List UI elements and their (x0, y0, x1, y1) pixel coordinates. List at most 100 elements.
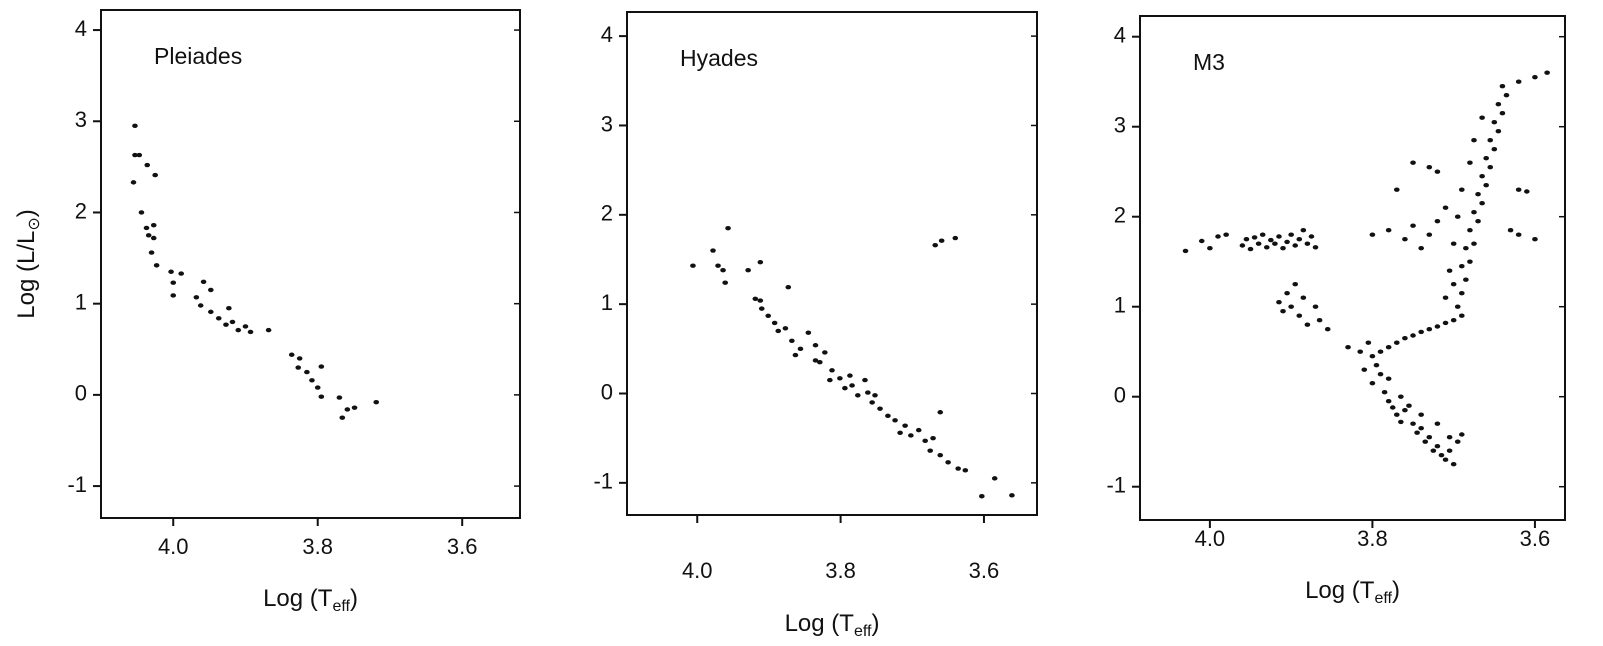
data-point (1446, 448, 1453, 453)
data-point (1393, 340, 1400, 345)
data-point (200, 279, 207, 284)
label-text: ) (1392, 577, 1400, 604)
data-point (148, 250, 155, 255)
data-point (1471, 138, 1477, 143)
y-tick-label: 4 (601, 22, 613, 47)
label-subscript: eff (854, 623, 872, 640)
data-point (1402, 237, 1408, 242)
data-point (351, 405, 358, 410)
data-point (771, 320, 778, 326)
x-tick-label: 3.6 (447, 534, 478, 559)
plot-frame (626, 11, 1038, 516)
data-point (1438, 453, 1445, 458)
data-point (1467, 228, 1473, 233)
x-tick-label: 3.8 (825, 558, 856, 583)
data-point (130, 180, 137, 185)
data-point (1532, 237, 1538, 242)
data-point (1324, 327, 1331, 332)
data-point (782, 326, 789, 331)
data-point (1316, 318, 1323, 323)
y-tick-label: -1 (593, 469, 613, 494)
data-point (138, 210, 145, 215)
data-point (1418, 246, 1424, 251)
data-point (1483, 183, 1489, 188)
data-point (1215, 234, 1221, 239)
data-point (1251, 235, 1258, 240)
y-tick-label: 0 (601, 379, 613, 404)
data-point (1410, 421, 1416, 426)
data-point (991, 476, 998, 481)
x-tick-label: 3.6 (969, 558, 1000, 583)
data-point (1446, 435, 1453, 440)
y-tick-label: 4 (75, 16, 87, 41)
data-point (318, 394, 325, 399)
data-point (143, 225, 150, 231)
x-axis-label: Log (Teff) (263, 585, 358, 615)
data-point (1446, 268, 1453, 273)
data-point (1300, 228, 1307, 233)
data-point (1385, 228, 1392, 233)
data-point (1393, 412, 1400, 417)
data-point (865, 390, 871, 395)
data-point (797, 346, 804, 352)
data-point (1369, 232, 1376, 237)
label-text: ) (871, 610, 879, 637)
data-point (1503, 93, 1510, 98)
data-point (710, 248, 716, 253)
data-point (1475, 219, 1481, 224)
data-point (132, 152, 138, 158)
data-point (144, 162, 151, 168)
data-point (288, 352, 295, 357)
data-point (226, 306, 232, 311)
data-point (1280, 309, 1286, 314)
data-point (1377, 372, 1384, 377)
data-point (1422, 439, 1429, 444)
data-point (1288, 232, 1294, 237)
data-point (1499, 84, 1506, 89)
data-point (847, 373, 853, 378)
data-point (877, 406, 883, 411)
data-point (789, 338, 795, 343)
data-point (1406, 403, 1412, 408)
data-point (1345, 345, 1351, 350)
data-point (1532, 75, 1538, 80)
data-point (1410, 223, 1416, 228)
data-point (1276, 234, 1282, 239)
data-point (1487, 165, 1494, 170)
data-point (1402, 408, 1408, 413)
data-point (1296, 313, 1303, 318)
data-point (1296, 237, 1303, 242)
data-point (1434, 169, 1441, 174)
data-point (1223, 232, 1229, 237)
data-point (1467, 160, 1473, 165)
data-point (1418, 329, 1424, 335)
data-point (745, 268, 751, 273)
data-point (1450, 241, 1457, 246)
y-axis-label: Log (L/L⊙) (13, 209, 43, 318)
data-point (915, 427, 922, 433)
data-point (1381, 390, 1388, 395)
data-point (1442, 457, 1449, 462)
data-point (170, 280, 177, 285)
data-point (979, 494, 985, 499)
data-point (757, 298, 764, 303)
data-point (775, 328, 782, 334)
data-point (849, 383, 855, 388)
x-axis-label: Log (Teff) (1305, 577, 1400, 607)
data-point (344, 407, 351, 412)
plot-frame (100, 9, 521, 519)
data-point (1471, 241, 1477, 246)
data-point (215, 316, 222, 321)
y-tick-label: 1 (1114, 293, 1126, 318)
y-tick-label: 0 (75, 381, 87, 406)
data-point (1365, 340, 1372, 345)
data-point (1288, 304, 1294, 309)
data-point (892, 418, 898, 423)
data-point (930, 435, 936, 441)
data-point (152, 172, 158, 178)
data-point (1373, 363, 1380, 368)
data-point (178, 271, 184, 276)
data-point (136, 152, 143, 158)
data-point (758, 306, 765, 311)
